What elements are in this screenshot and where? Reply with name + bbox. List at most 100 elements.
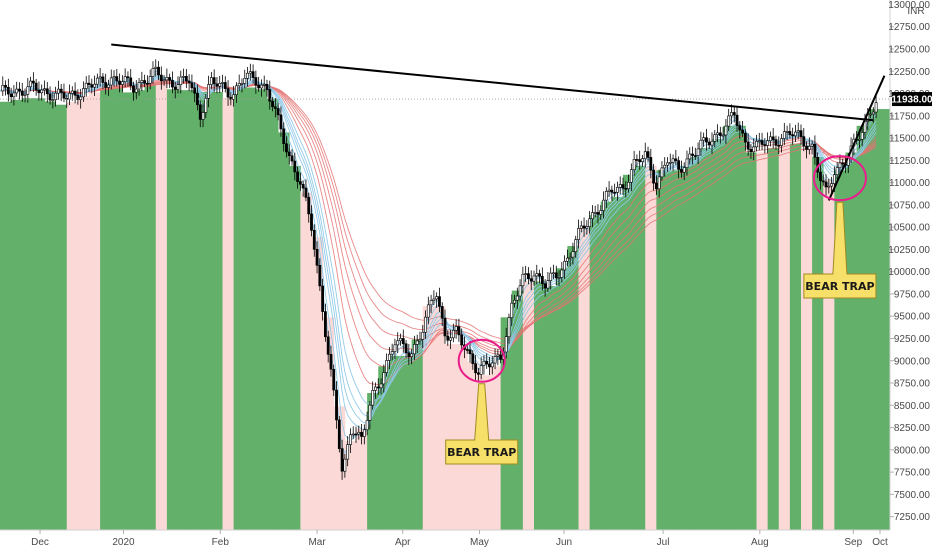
candle xyxy=(443,309,447,344)
candle-body xyxy=(788,131,792,135)
candle-body xyxy=(151,68,155,77)
candle-body xyxy=(735,114,739,126)
regime-band xyxy=(767,148,780,530)
candle xyxy=(668,153,672,170)
candle xyxy=(593,205,597,218)
candle-body xyxy=(4,84,7,88)
candle-body xyxy=(713,134,717,142)
candle-body xyxy=(87,82,91,85)
x-tick-label: Oct xyxy=(872,537,888,548)
y-tick-label: 8500.00 xyxy=(894,401,931,412)
candle-body xyxy=(298,181,302,185)
candle-body xyxy=(499,354,503,360)
candle-body xyxy=(45,88,49,95)
candle-body xyxy=(529,278,533,282)
candle-body xyxy=(635,159,639,161)
candle xyxy=(45,82,49,103)
candle xyxy=(132,81,135,101)
candle-body xyxy=(62,92,66,99)
candle xyxy=(321,278,325,321)
candle-body xyxy=(730,112,733,117)
regime-bands xyxy=(0,83,891,531)
y-tick-label: 9750.00 xyxy=(894,289,931,300)
candle-body xyxy=(832,174,836,184)
regime-band xyxy=(244,87,257,531)
candle-body xyxy=(449,337,452,341)
candle-body xyxy=(827,185,831,188)
regime-band xyxy=(200,91,212,530)
candle xyxy=(365,411,369,436)
candle xyxy=(777,136,781,155)
candle-body xyxy=(399,338,402,342)
candle xyxy=(646,146,650,163)
bear-trap-circle xyxy=(812,155,867,202)
candle-body xyxy=(663,164,667,169)
candle xyxy=(440,302,444,327)
bear-trap-annotation: BEAR TRAP xyxy=(803,155,877,299)
candle-body xyxy=(610,189,614,193)
candle-body xyxy=(616,187,619,193)
candle xyxy=(107,79,110,96)
candle xyxy=(691,146,694,165)
candle xyxy=(805,141,808,159)
candle-body xyxy=(807,145,811,150)
regime-band xyxy=(100,88,112,531)
candle xyxy=(324,303,327,342)
candle xyxy=(660,161,664,181)
candle-body xyxy=(802,136,806,147)
candle xyxy=(312,224,316,257)
candle-body xyxy=(184,76,188,82)
candle xyxy=(782,123,786,146)
candle xyxy=(610,185,614,202)
candle xyxy=(215,77,219,94)
candle-body xyxy=(810,143,814,147)
candle-body xyxy=(732,112,736,116)
candle-body xyxy=(218,83,222,87)
candle-body xyxy=(654,182,658,190)
candle-body xyxy=(148,76,152,84)
candle-body xyxy=(874,102,878,113)
candle-body xyxy=(251,71,255,78)
candle xyxy=(688,147,692,165)
candle xyxy=(4,80,7,96)
candle-body xyxy=(73,90,77,96)
candle-body xyxy=(112,76,116,79)
candle xyxy=(582,217,586,237)
candle-body xyxy=(104,82,108,88)
y-tick-label: 10000.00 xyxy=(888,267,930,278)
candle xyxy=(604,187,608,208)
candle-body xyxy=(766,140,770,146)
last-price-tag[interactable]: 11938.00 xyxy=(891,92,932,107)
candle xyxy=(794,124,797,142)
candle xyxy=(335,381,338,429)
candle xyxy=(421,324,425,349)
candle-body xyxy=(415,340,419,345)
candle xyxy=(579,220,583,233)
candle-body xyxy=(677,160,681,170)
candle-body xyxy=(265,83,269,90)
candle xyxy=(557,270,561,287)
regime-band xyxy=(44,101,57,530)
candle-body xyxy=(304,187,308,198)
regime-band xyxy=(567,246,579,530)
candle xyxy=(685,150,689,176)
candle xyxy=(588,211,592,234)
candle-body xyxy=(154,66,158,69)
candle xyxy=(254,70,258,94)
candle xyxy=(229,92,233,106)
candle-body xyxy=(440,306,444,319)
candle-body xyxy=(43,88,46,91)
y-tick-label: 8000.00 xyxy=(894,445,931,456)
candle xyxy=(596,204,600,224)
candle xyxy=(713,129,717,148)
candle-body xyxy=(680,169,683,173)
candle-body xyxy=(235,85,238,96)
candle xyxy=(301,180,305,197)
candle xyxy=(563,255,566,279)
x-tick-label: Mar xyxy=(308,537,326,548)
candle xyxy=(632,150,636,176)
candle xyxy=(268,80,272,110)
candle-body xyxy=(671,158,675,163)
candle xyxy=(532,270,536,286)
